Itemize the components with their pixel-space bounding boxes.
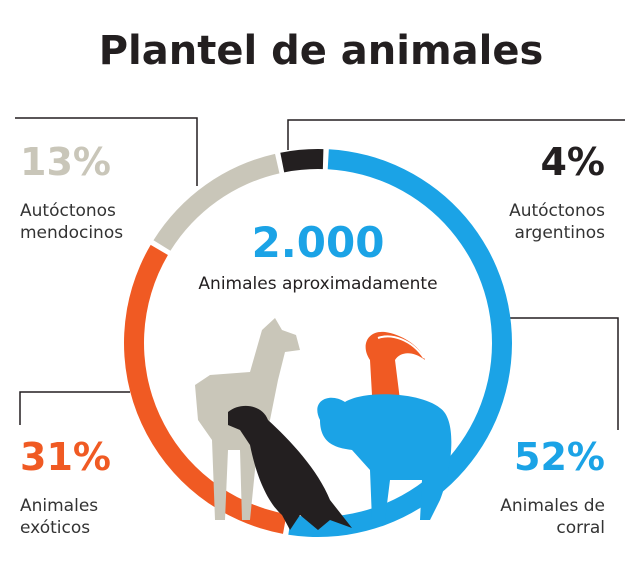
title: Plantel de animales <box>98 28 544 74</box>
donut-segment <box>153 153 280 251</box>
leader-line <box>19 391 130 425</box>
center-value: 2.000 <box>251 218 385 267</box>
percent-label: 31% <box>20 435 111 479</box>
category-label: Animales exóticos <box>20 496 99 538</box>
center-subtitle: Animales aproximadamente <box>198 274 438 294</box>
ring <box>124 149 513 537</box>
leader-line <box>287 119 625 150</box>
category-label: Animales de corral <box>500 496 605 538</box>
percent-label: 52% <box>514 435 605 479</box>
donut-segment <box>280 149 324 173</box>
percent-label: 4% <box>540 140 605 184</box>
percent-label: 13% <box>20 140 111 184</box>
animal-illustration <box>195 318 452 530</box>
category-label: Autóctonos argentinos <box>509 201 605 243</box>
donut-segment <box>124 244 287 534</box>
leader-line <box>508 317 619 430</box>
category-label: Autóctonos mendocinos <box>20 201 124 243</box>
leader-line <box>15 117 198 186</box>
